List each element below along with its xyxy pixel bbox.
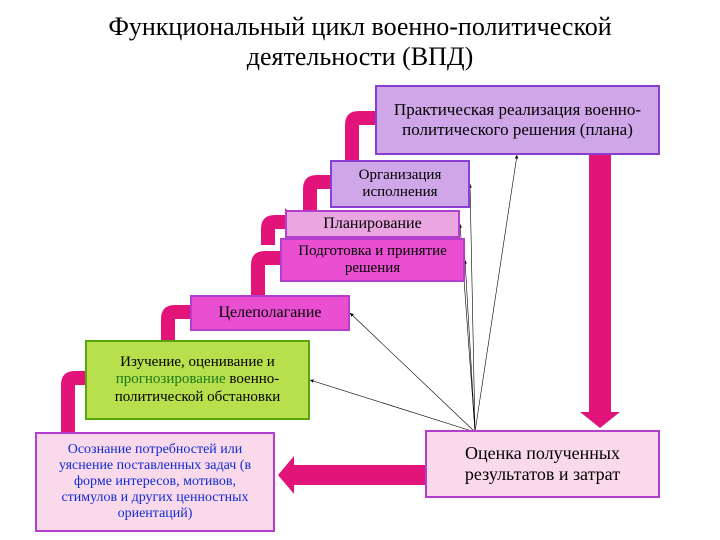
- node-study-key: прогнозирование: [116, 371, 226, 387]
- node-study-forecast: Изучение, оценивание и прогнозирование в…: [85, 340, 310, 420]
- node-goal-setting: Целеполагание: [190, 295, 350, 331]
- node-implementation-label: Практическая реализация военно-политичес…: [385, 100, 650, 139]
- node-implementation: Практическая реализация военно-политичес…: [375, 85, 660, 155]
- node-awareness: Осознание потребностей или уяснение пост…: [35, 432, 275, 532]
- node-organize-label: Организация исполнения: [340, 167, 460, 202]
- diagram-stage: Функциональный цикл военно-политической …: [0, 0, 720, 540]
- diagram-title: Функциональный цикл военно-политической …: [80, 12, 640, 72]
- node-evaluation-label: Оценка полученных результатов и затрат: [435, 443, 650, 484]
- node-organize-exec: Организация исполнения: [330, 160, 470, 208]
- node-study-forecast-label: Изучение, оценивание и прогнозирование в…: [95, 354, 300, 406]
- node-evaluation: Оценка полученных результатов и затрат: [425, 430, 660, 498]
- node-decision: Подготовка и принятие решения: [280, 238, 465, 282]
- node-planning-label: Планирование: [323, 215, 421, 233]
- node-awareness-label: Осознание потребностей или уяснение пост…: [45, 442, 265, 522]
- node-goal-label: Целеполагание: [218, 304, 321, 322]
- node-study-pre: Изучение, оценивание и: [120, 354, 275, 370]
- node-decision-label: Подготовка и принятие решения: [290, 243, 455, 278]
- node-planning: Планирование: [285, 210, 460, 238]
